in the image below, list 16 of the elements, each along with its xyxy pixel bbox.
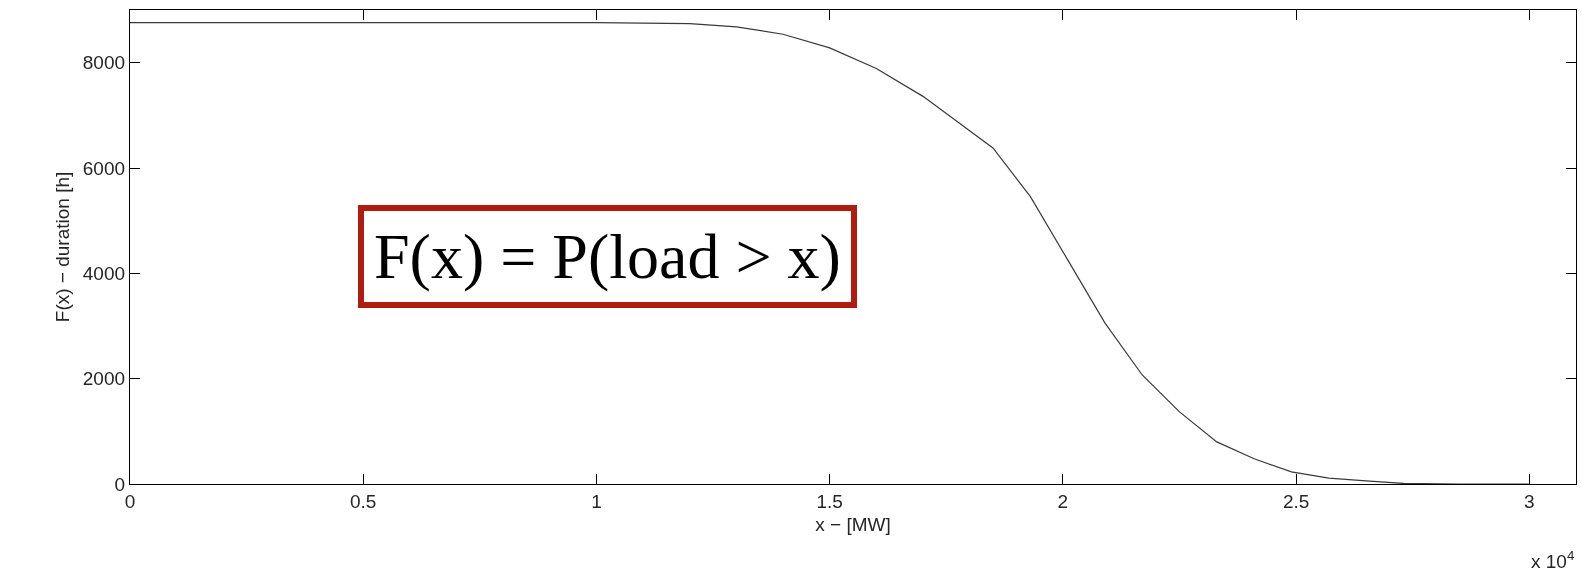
y-tick-label: 8000: [82, 52, 126, 74]
x-tick-label: 2.5: [1282, 490, 1310, 512]
text: x 10$^{4}$: [1531, 548, 1575, 572]
y-tick-label: 6000: [82, 157, 126, 179]
annotation: F(x) = P(load > x): [374, 221, 841, 292]
x-tick-label: 1.5: [816, 490, 843, 512]
x-axis-title: x − [MW]: [815, 513, 891, 535]
y-tick-label: 2000: [82, 368, 126, 390]
y-tick-label: 0: [114, 473, 126, 495]
x-tick-label: 3: [1524, 490, 1535, 512]
y-axis-title: F(x) − duration [h]: [51, 171, 73, 323]
line-series: [130, 22, 1530, 484]
x-tick-label: 2: [1057, 490, 1069, 512]
x-tick-label: 1: [591, 490, 602, 512]
x-tick-label: 0.5: [350, 490, 377, 512]
y-tick-label: 4000: [82, 262, 126, 284]
